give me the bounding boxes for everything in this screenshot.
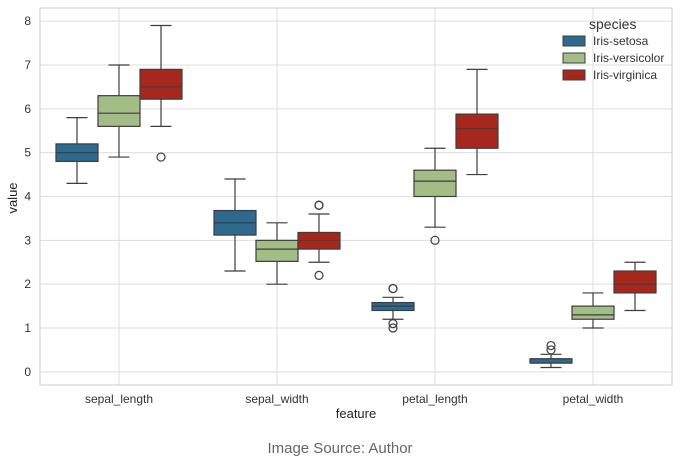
box-Iris-virginica xyxy=(455,113,499,149)
legend-swatch xyxy=(562,69,586,81)
x-tick-label: sepal_length xyxy=(85,392,153,406)
outlier-point xyxy=(546,345,556,355)
y-tick-label: 7 xyxy=(24,58,31,72)
box-Iris-virginica xyxy=(613,270,657,294)
gridlines xyxy=(40,8,672,385)
box-group-sepal_length xyxy=(55,24,183,184)
box-Iris-versicolor xyxy=(255,239,299,262)
x-tick-label: petal_width xyxy=(563,392,624,406)
outlier-point xyxy=(314,270,324,281)
legend-swatch xyxy=(562,52,586,64)
outlier-point xyxy=(314,200,324,210)
y-axis-label: value xyxy=(5,182,20,213)
y-tick-label: 1 xyxy=(24,321,31,335)
y-tick-label: 2 xyxy=(24,277,31,291)
x-tick-label: sepal_width xyxy=(245,392,308,406)
legend-entry: Iris-virginica xyxy=(593,68,657,82)
boxplot-chart: 0 1 2 3 4 5 6 7 8 sepal_length sepal_width petal_l… xyxy=(5,7,673,421)
box-group-petal_width xyxy=(529,261,657,369)
box-Iris-versicolor xyxy=(97,95,141,127)
legend-title: species xyxy=(589,16,636,32)
legend-entry: Iris-versicolor xyxy=(593,51,664,65)
box-groups xyxy=(55,24,657,369)
y-tick-label: 8 xyxy=(24,14,31,28)
plot-frame xyxy=(39,7,673,386)
x-axis-ticks: sepal_length sepal_width petal_length petal… xyxy=(85,392,623,406)
box-Iris-setosa xyxy=(529,358,573,364)
legend-swatch xyxy=(562,35,586,47)
outlier-point xyxy=(388,283,398,294)
y-tick-label: 5 xyxy=(24,146,31,160)
outlier-point xyxy=(156,152,166,162)
box-group-sepal_width xyxy=(213,178,341,285)
box-Iris-versicolor xyxy=(413,169,457,198)
y-tick-label: 3 xyxy=(24,233,31,247)
box-Iris-versicolor xyxy=(571,305,615,320)
outlier-point xyxy=(430,235,440,245)
y-tick-label: 6 xyxy=(24,102,31,116)
x-tick-label: petal_length xyxy=(402,392,467,406)
box-group-petal_length xyxy=(371,68,499,333)
x-axis-label: feature xyxy=(336,406,376,421)
image-caption: Image Source: Author xyxy=(267,440,413,457)
y-tick-label: 4 xyxy=(24,190,31,204)
legend: species Iris-setosa Iris-versicolor Iris-v… xyxy=(562,16,664,82)
outlier-point xyxy=(388,319,398,329)
legend-entry: Iris-setosa xyxy=(593,34,649,48)
outlier-point xyxy=(388,323,398,333)
y-axis-ticks: 0 1 2 3 4 5 6 7 8 xyxy=(24,14,31,379)
outlier-point xyxy=(546,340,556,351)
y-tick-label: 0 xyxy=(24,365,31,379)
box-Iris-virginica xyxy=(139,68,183,100)
